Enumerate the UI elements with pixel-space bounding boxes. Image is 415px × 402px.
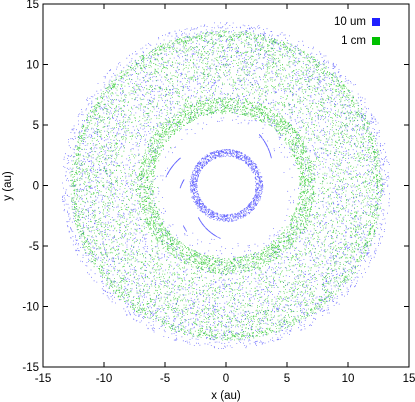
legend-swatch-1cm (372, 37, 380, 45)
y-tick-label: 10 (26, 60, 39, 72)
y-tick-label: -10 (22, 302, 39, 314)
y-tick-label: -5 (29, 241, 39, 253)
y-tick-label: -15 (22, 362, 39, 374)
x-tick-label: 10 (342, 373, 355, 385)
legend: 10 um 1 cm (334, 16, 380, 47)
legend-label-1cm: 1 cm (341, 35, 366, 47)
x-tick-label: 15 (403, 373, 415, 385)
legend-swatch-10um (372, 18, 380, 26)
x-tick-label: -10 (96, 373, 113, 385)
x-tick-label: -5 (160, 373, 170, 385)
x-tick-label: 0 (223, 373, 229, 385)
y-tick-label: 15 (26, 0, 39, 11)
x-tick-label: -15 (35, 373, 52, 385)
series-points-1-cm (70, 30, 383, 341)
y-tick-label: 0 (33, 181, 39, 193)
x-tick-label: 5 (284, 373, 290, 385)
series-points-10-um (62, 22, 390, 349)
y-ticks: -15 -10 -5 0 5 10 15 (22, 0, 409, 374)
y-tick-label: 5 (33, 120, 39, 132)
x-ticks: -15 -10 -5 0 5 10 15 (35, 4, 415, 385)
legend-label-10um: 10 um (334, 16, 366, 28)
points-layer (62, 22, 390, 349)
x-axis-label: x (au) (211, 390, 241, 402)
y-axis-label: y (au) (2, 171, 14, 201)
